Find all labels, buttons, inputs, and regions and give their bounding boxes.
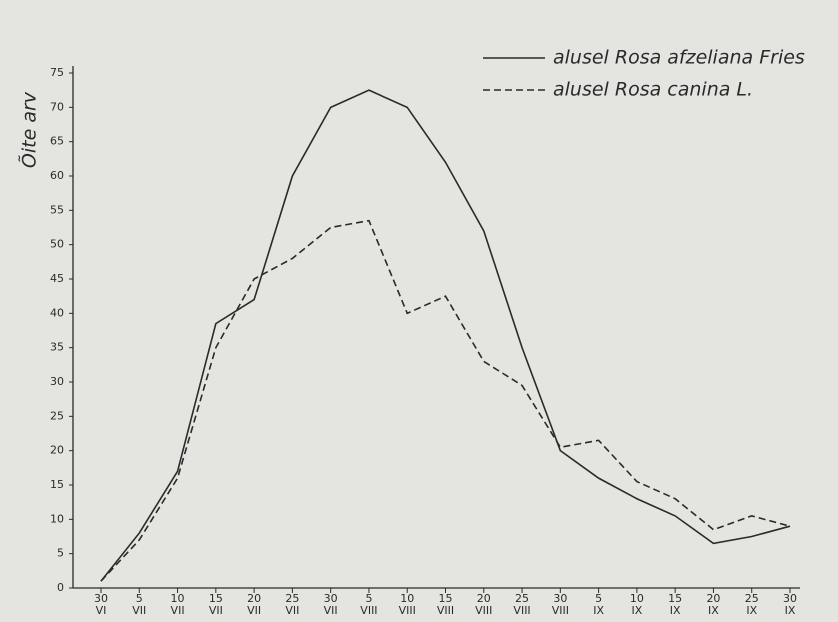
x-tick-label: 10 xyxy=(630,592,644,605)
x-tick-label: 20 xyxy=(477,592,491,605)
y-tick-label: 75 xyxy=(50,66,64,79)
x-tick-label: 30 xyxy=(94,592,108,605)
x-tick-label: 15 xyxy=(209,592,223,605)
series-line xyxy=(100,89,791,582)
x-tick-label: 20 xyxy=(706,592,720,605)
y-tick-label: 5 xyxy=(57,547,64,560)
x-tick-label: VIII xyxy=(360,604,377,617)
x-tick-label: 25 xyxy=(745,592,759,605)
x-tick-label: VIII xyxy=(552,604,569,617)
x-tick-label: 25 xyxy=(285,592,299,605)
legend-label: alusel Rosa afzeliana Fries xyxy=(553,47,805,69)
x-tick-label: 5 xyxy=(365,592,372,605)
y-axis-label: Õite arv xyxy=(18,91,41,168)
y-tick-label: 25 xyxy=(50,409,64,422)
x-tick-label: VIII xyxy=(437,604,454,617)
x-tick-label: 30 xyxy=(783,592,797,605)
y-tick-label: 35 xyxy=(50,341,64,354)
x-tick-label: VII xyxy=(324,604,338,617)
y-tick-label: 20 xyxy=(50,444,64,457)
y-tick-label: 30 xyxy=(50,375,64,388)
x-tick-label: VII xyxy=(171,604,185,617)
x-tick-label: IX xyxy=(631,604,642,617)
y-tick-label: 45 xyxy=(50,272,64,285)
x-tick-label: VII xyxy=(209,604,223,617)
x-tick-label: IX xyxy=(670,604,681,617)
x-tick-label: 15 xyxy=(439,592,453,605)
y-tick-label: 55 xyxy=(50,203,64,216)
y-tick-label: 65 xyxy=(50,135,64,148)
x-tick-label: IX xyxy=(593,604,604,617)
x-tick-label: 30 xyxy=(553,592,567,605)
x-tick-label: IX xyxy=(746,604,757,617)
x-tick-label: 5 xyxy=(136,592,143,605)
y-tick-label: 40 xyxy=(50,306,64,319)
x-tick-label: VIII xyxy=(513,604,530,617)
x-tick-label: VI xyxy=(96,604,107,617)
y-tick-label: 15 xyxy=(50,478,64,491)
x-tick-label: VII xyxy=(285,604,299,617)
x-tick-label: 30 xyxy=(324,592,338,605)
y-tick-label: 60 xyxy=(50,169,64,182)
x-tick-label: VIII xyxy=(475,604,492,617)
y-tick-label: 50 xyxy=(50,238,64,251)
y-tick-label: 70 xyxy=(50,100,64,113)
x-tick-label: VII xyxy=(247,604,261,617)
x-tick-label: IX xyxy=(785,604,796,617)
x-tick-label: 5 xyxy=(595,592,602,605)
y-tick-label: 0 xyxy=(57,581,64,594)
legend-label: alusel Rosa canina L. xyxy=(553,79,753,101)
series-line xyxy=(100,219,791,582)
x-tick-label: 10 xyxy=(171,592,185,605)
y-tick-label: 10 xyxy=(50,512,64,525)
x-tick-label: 25 xyxy=(515,592,529,605)
x-tick-label: 10 xyxy=(400,592,414,605)
x-tick-label: 15 xyxy=(668,592,682,605)
x-tick-label: IX xyxy=(708,604,719,617)
x-tick-label: VII xyxy=(132,604,146,617)
x-tick-label: 20 xyxy=(247,592,261,605)
x-tick-label: VIII xyxy=(399,604,416,617)
